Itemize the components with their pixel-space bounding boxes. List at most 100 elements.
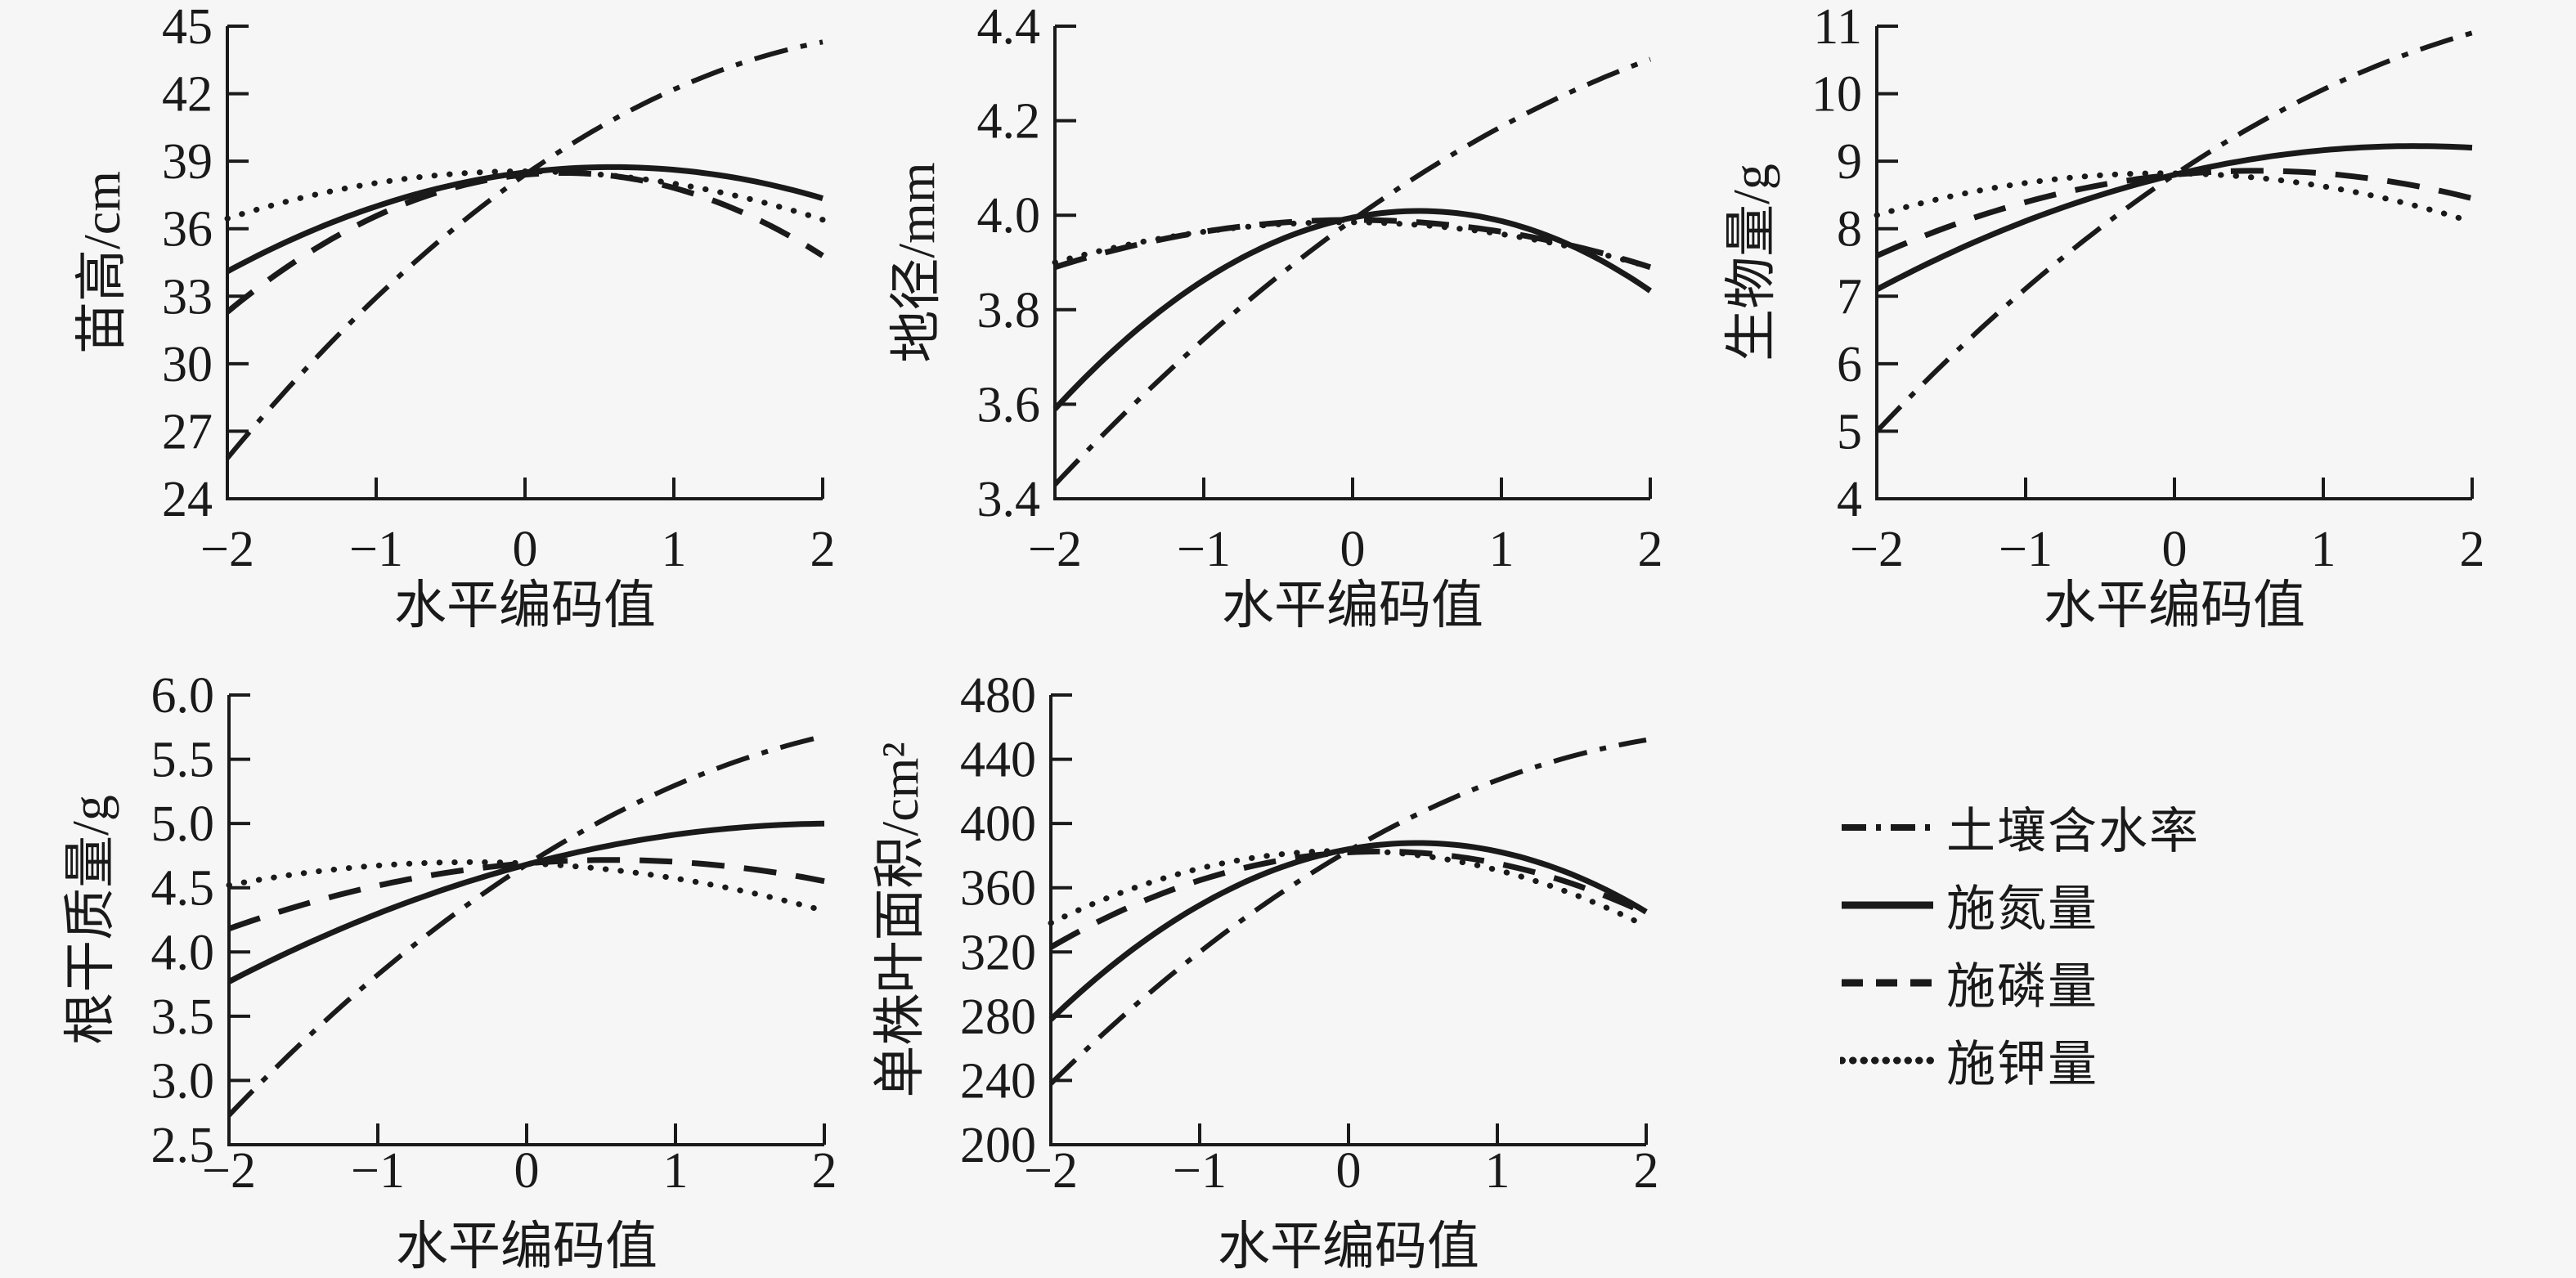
chart-root-dry-mass: 2.5 3.0 3.5 4.0 4.5 5.0 5.5 6.0 −2 −1 0 1 2 水平编码值 根干质量… bbox=[61, 668, 837, 1276]
y-tick-label: 200 bbox=[960, 1118, 1036, 1173]
legend-item-label: 施钾量 bbox=[1946, 1038, 2098, 1092]
y-tick-label: 4.4 bbox=[977, 0, 1041, 55]
x-tick-label: 1 bbox=[663, 1143, 689, 1199]
y-tick-label: 5.0 bbox=[151, 796, 215, 852]
y-tick-label: 480 bbox=[960, 668, 1036, 724]
chart-leaf-area: 200 240 280 320 360 400 440 480 −2 −1 0 1 2 水平编码值 单株叶面… bbox=[871, 668, 1659, 1276]
chart-cell-ground-diameter: 3.4 3.6 3.8 4.0 4.2 4.4 −2 −1 0 1 2 水平编码值 地径/mm bbox=[859, 0, 1717, 638]
x-tick-label: −2 bbox=[202, 1143, 256, 1199]
legend-item-phosphorus: 施磷量 bbox=[1840, 944, 2200, 1021]
y-tick-label: 33 bbox=[162, 269, 213, 325]
chart-cell-biomass: 4 5 6 7 8 9 10 11 −2 −1 0 1 2 水平编码值 生物量/g bbox=[1717, 0, 2576, 638]
x-tick-label: −1 bbox=[1177, 522, 1231, 577]
y-tick-label: 280 bbox=[960, 989, 1036, 1045]
x-axis-title: 水平编码值 bbox=[1218, 1217, 1479, 1276]
x-tick-label: −2 bbox=[1028, 522, 1082, 577]
x-tick-label: 0 bbox=[514, 1143, 540, 1199]
x-tick-label: 2 bbox=[2460, 522, 2485, 577]
x-tick-label: 1 bbox=[662, 522, 687, 577]
x-tick-label: −1 bbox=[1173, 1143, 1227, 1199]
y-tick-label: 440 bbox=[960, 733, 1036, 788]
y-tick-label: 36 bbox=[162, 202, 213, 258]
y-tick-label: 6.0 bbox=[151, 668, 215, 724]
y-tick-label: 42 bbox=[162, 67, 213, 123]
x-axis-title: 水平编码值 bbox=[396, 1217, 657, 1276]
solid-line-icon bbox=[1842, 901, 1933, 908]
axis-frame bbox=[1875, 26, 2472, 500]
curve-soil-water bbox=[1052, 56, 1652, 487]
curve-soil-water bbox=[1048, 738, 1647, 1086]
x-axis-title: 水平编码值 bbox=[394, 576, 656, 635]
chart-seedling-height: 24 27 30 33 36 39 42 45 −2 −1 0 1 2 水平编码值 苗高/cm bbox=[73, 0, 836, 635]
y-tick-label: 240 bbox=[960, 1053, 1036, 1109]
y-tick-label: 4.5 bbox=[151, 861, 215, 917]
x-tick-label: 2 bbox=[812, 1143, 837, 1199]
legend: 土壤含水率 施氮量 施磷量 施钾量 bbox=[1717, 638, 2576, 1278]
dotted-line-icon bbox=[1840, 1056, 1935, 1064]
y-tick-label: 27 bbox=[162, 404, 213, 460]
y-tick-label: 3.8 bbox=[977, 283, 1041, 339]
y-tick-label: 4.2 bbox=[977, 94, 1041, 150]
y-tick-label: 4.0 bbox=[151, 925, 215, 980]
curve-nitrogen bbox=[226, 164, 824, 275]
x-tick-label: 0 bbox=[1340, 522, 1366, 577]
y-tick-label: 3.0 bbox=[151, 1053, 215, 1109]
curve-potassium bbox=[224, 168, 826, 223]
curve-potassium bbox=[1874, 170, 2475, 225]
curve-phosphorus bbox=[1875, 168, 2473, 259]
y-tick-label: 24 bbox=[162, 472, 213, 527]
x-tick-label: 0 bbox=[513, 522, 538, 577]
chart-cell-root-dry-mass: 2.5 3.0 3.5 4.0 4.5 5.0 5.5 6.0 −2 −1 0 1 2 水平编码值 根干质量… bbox=[0, 638, 859, 1278]
x-tick-label: 1 bbox=[1485, 1143, 1510, 1199]
y-tick-label: 7 bbox=[1837, 269, 1862, 325]
x-tick-label: 2 bbox=[1634, 1143, 1659, 1199]
chart-ground-diameter: 3.4 3.6 3.8 4.0 4.2 4.4 −2 −1 0 1 2 水平编码值 地径/mm bbox=[887, 0, 1663, 635]
curve-phosphorus bbox=[1049, 848, 1648, 950]
x-tick-label: 1 bbox=[2311, 522, 2336, 577]
y-tick-label: 6 bbox=[1837, 337, 1862, 392]
y-tick-label: 39 bbox=[162, 134, 213, 190]
x-tick-label: 0 bbox=[2162, 522, 2188, 577]
x-tick-label: −2 bbox=[1850, 522, 1904, 577]
y-tick-label: 2.5 bbox=[151, 1118, 215, 1173]
axis-frame bbox=[226, 26, 823, 500]
curve-potassium bbox=[1052, 219, 1654, 271]
curve-nitrogen bbox=[1048, 840, 1648, 1022]
y-tick-label: 45 bbox=[162, 0, 213, 55]
y-tick-label: 4 bbox=[1837, 472, 1862, 527]
legend-item-label: 土壤含水率 bbox=[1946, 805, 2200, 859]
legend-item-label: 施氮量 bbox=[1946, 882, 2098, 936]
dash-dot-line-icon bbox=[1842, 823, 1933, 831]
curve-soil-water bbox=[1874, 30, 2473, 433]
x-tick-label: −1 bbox=[1999, 522, 2053, 577]
y-axis-title: 地径/mm bbox=[887, 162, 945, 362]
legend-item-label: 施磷量 bbox=[1946, 960, 2098, 1014]
y-tick-label: 5 bbox=[1837, 404, 1862, 460]
x-axis-title: 水平编码值 bbox=[2044, 576, 2305, 635]
curve-potassium bbox=[1048, 848, 1649, 930]
x-tick-label: −1 bbox=[351, 1143, 405, 1199]
y-tick-label: 4.0 bbox=[977, 188, 1041, 244]
x-tick-label: 1 bbox=[1489, 522, 1515, 577]
y-axis-title: 单株叶面积/cm² bbox=[871, 742, 929, 1097]
legend-item-soil-water: 土壤含水率 bbox=[1840, 788, 2200, 866]
y-tick-label: 11 bbox=[1813, 0, 1862, 55]
curve-soil-water bbox=[227, 733, 825, 1118]
y-tick-label: 9 bbox=[1837, 134, 1862, 190]
legend-item-nitrogen: 施氮量 bbox=[1840, 866, 2200, 944]
axis-frame bbox=[1053, 26, 1650, 500]
x-tick-label: 2 bbox=[810, 522, 836, 577]
y-axis-title: 根干质量/g bbox=[61, 795, 119, 1045]
y-tick-label: 3.6 bbox=[977, 377, 1041, 433]
x-tick-label: 2 bbox=[1638, 522, 1663, 577]
y-tick-label: 5.5 bbox=[151, 733, 215, 788]
y-tick-label: 10 bbox=[1811, 67, 1862, 123]
y-tick-label: 30 bbox=[162, 337, 213, 392]
x-tick-label: 0 bbox=[1336, 1143, 1362, 1199]
curve-nitrogen bbox=[227, 820, 825, 984]
x-tick-label: −2 bbox=[200, 522, 254, 577]
y-tick-label: 320 bbox=[960, 925, 1036, 980]
chart-cell-leaf-area: 200 240 280 320 360 400 440 480 −2 −1 0 1 2 水平编码值 单株叶面… bbox=[859, 638, 1717, 1278]
curve-nitrogen bbox=[1052, 208, 1652, 411]
